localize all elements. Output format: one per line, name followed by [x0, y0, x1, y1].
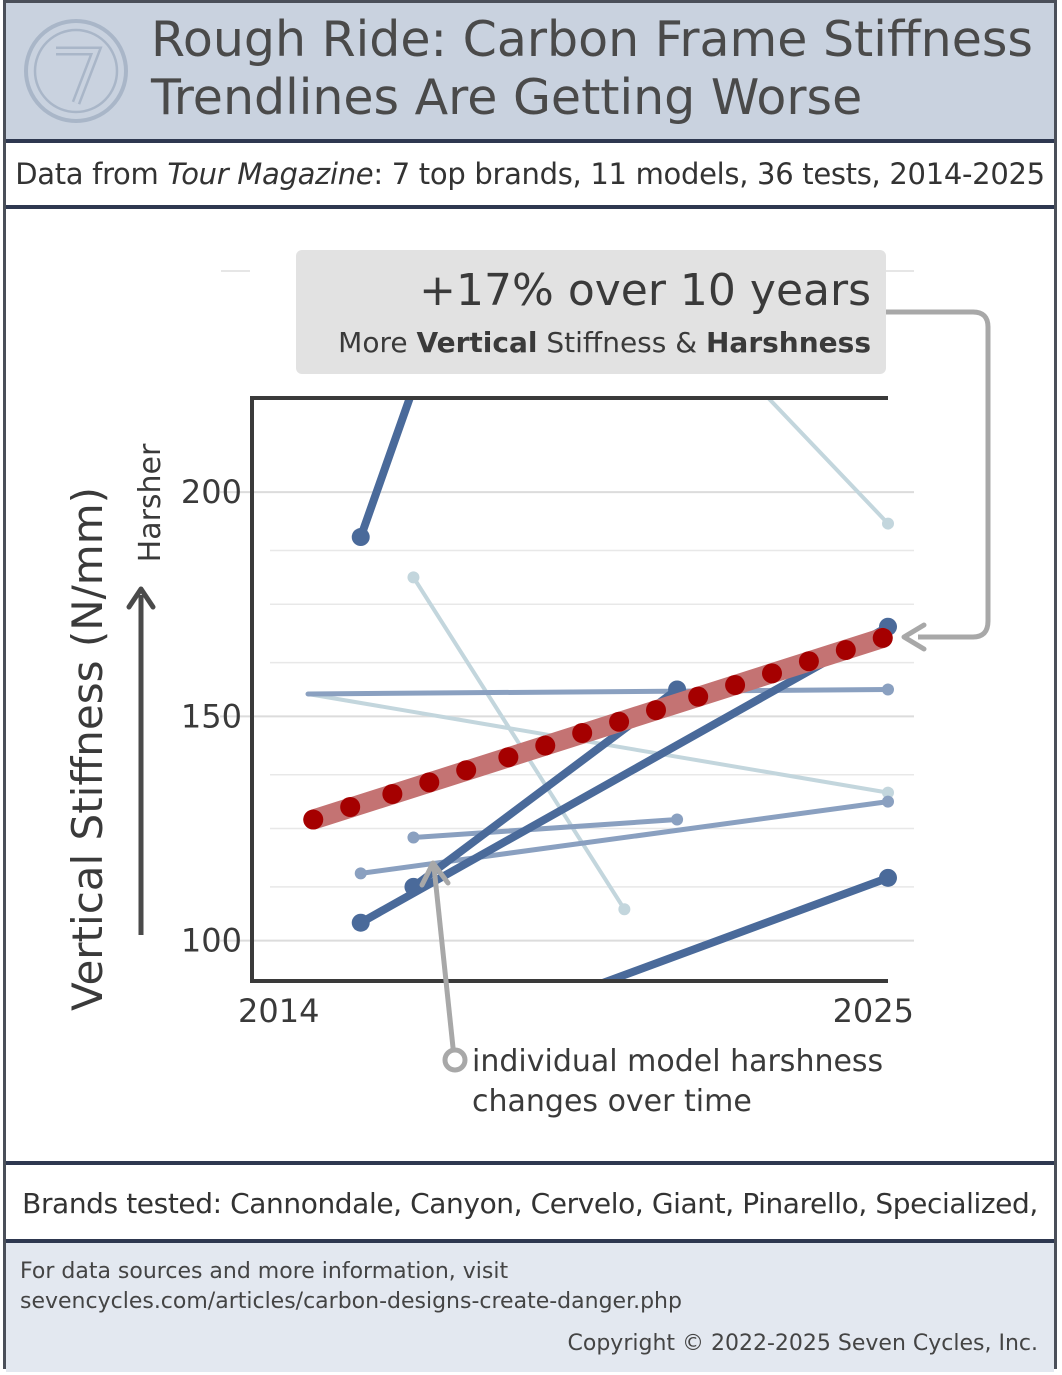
y-tick-label: 150: [181, 697, 242, 735]
callout-detail-mid: Stiffness &: [537, 326, 706, 359]
annotation-dot-icon: [442, 1047, 468, 1073]
trend-point: [872, 627, 893, 648]
series-point: [882, 795, 894, 808]
stiffness-chart: +17% over 10 years More Vertical Stiffne…: [63, 250, 991, 1119]
annotation: individual model harshness changes over …: [419, 860, 883, 1119]
series-line: [356, 622, 892, 927]
series-point: [882, 683, 894, 696]
trend-band: [303, 627, 893, 830]
y-direction-label: Harsher: [133, 443, 168, 562]
x-tick-label: 2025: [833, 992, 914, 1030]
seven-logo-icon: [24, 19, 128, 123]
trend-point: [382, 783, 403, 804]
y-axis-label: Vertical Stiffness (N/mm): [63, 487, 112, 1011]
plot-axes: [250, 396, 888, 983]
header-banner: Rough Ride: Carbon Frame Stiffness Trend…: [6, 3, 1054, 143]
trend-point: [835, 640, 856, 661]
y-tick-label: 100: [181, 922, 242, 960]
source-name: Tour Magazine: [167, 157, 374, 191]
footer-info-text: For data sources and more information, v…: [20, 1259, 509, 1284]
annotation-arrowhead-icon: [419, 860, 451, 888]
callout-box: +17% over 10 years More Vertical Stiffne…: [296, 250, 886, 374]
series-point: [351, 913, 370, 932]
series-point: [407, 571, 420, 584]
data-source-line: Data from Tour Magazine: 7 top brands, 1…: [6, 143, 1054, 209]
trendline: [303, 627, 893, 830]
series-line: [305, 687, 891, 697]
callout-detail-prefix: More: [338, 326, 416, 359]
x-tick-label: 2014: [238, 992, 319, 1030]
series-line: [306, 691, 890, 795]
trend-point: [419, 772, 440, 793]
series-point: [671, 813, 684, 826]
source-suffix: : 7 top brands, 11 models, 36 tests, 201…: [373, 157, 1045, 191]
gridlines: [220, 491, 914, 942]
copyright: Copyright © 2022-2025 Seven Cycles, Inc.: [567, 1331, 1038, 1356]
footer-url[interactable]: sevencycles.com/articles/carbon-designs-…: [20, 1289, 682, 1314]
source-prefix: Data from: [15, 157, 168, 191]
trend-point: [688, 686, 709, 707]
brands-tested: Brands tested: Cannondale, Canyon, Cerve…: [6, 1161, 1054, 1298]
y-tick-label: 200: [181, 473, 242, 511]
series-point: [618, 903, 631, 916]
series-point: [879, 868, 897, 887]
infographic-frame: Rough Ride: Carbon Frame Stiffness Trend…: [3, 0, 1057, 1372]
series-line: [356, 398, 415, 542]
series-point: [354, 867, 367, 880]
trend-point: [572, 723, 593, 744]
series-line: [411, 575, 627, 912]
page-title: Rough Ride: Carbon Frame Stiffness Trend…: [151, 11, 1033, 127]
title-line-2: Trendlines Are Getting Worse: [151, 69, 863, 126]
trend-point: [646, 700, 666, 721]
model-series: [305, 398, 897, 981]
series-line: [410, 817, 680, 840]
tick-labels: 100 150 200 2014 2025: [181, 473, 914, 1030]
trend-point: [340, 796, 361, 817]
trend-point: [498, 747, 519, 768]
trend-point: [456, 760, 477, 781]
trend-point: [798, 651, 819, 672]
callout-detail-harshness: Harshness: [706, 326, 871, 359]
annotation-arrow-shaft: [431, 866, 457, 1058]
trend-point: [303, 809, 324, 830]
series-line: [765, 398, 890, 526]
series-point: [882, 786, 894, 799]
annotation-line-2: changes over time: [472, 1084, 752, 1119]
trend-point: [535, 735, 556, 756]
series-point: [404, 877, 423, 896]
title-line-1: Rough Ride: Carbon Frame Stiffness: [151, 11, 1033, 68]
callout-arrowhead-icon: [901, 622, 927, 652]
harsher-arrow-icon: [126, 586, 156, 610]
trend-point: [762, 663, 782, 684]
callout-detail-vertical: Vertical: [416, 326, 537, 359]
trend-point: [609, 711, 630, 732]
trend-point: [725, 675, 746, 696]
callout-detail: More Vertical Stiffness & Harshness: [338, 326, 871, 359]
footer: For data sources and more information, v…: [6, 1243, 1054, 1372]
callout-headline: +17% over 10 years: [419, 265, 871, 316]
callout-connector-arrow: [886, 309, 991, 640]
series-point: [351, 528, 370, 547]
series-point: [882, 517, 894, 530]
annotation-line-1: individual model harshness: [472, 1044, 883, 1079]
series-line: [596, 873, 892, 981]
series-point: [407, 831, 420, 844]
